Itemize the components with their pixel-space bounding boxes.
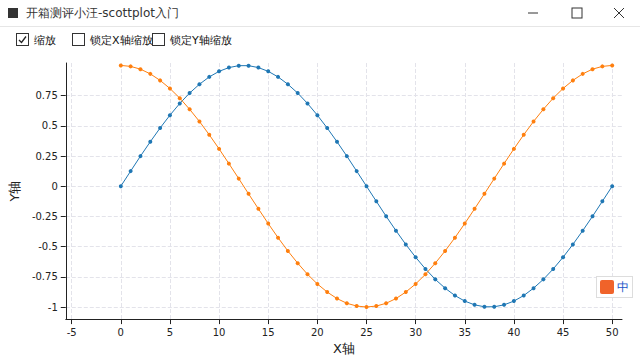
- svg-text:0.75: 0.75: [36, 90, 58, 101]
- svg-text:-1: -1: [48, 302, 58, 313]
- svg-text:-0.5: -0.5: [38, 241, 58, 252]
- html-text:中: 中: [617, 280, 629, 294]
- svg-text:30: 30: [409, 327, 422, 338]
- svg-text:-0.25: -0.25: [32, 211, 58, 222]
- svg-text:0: 0: [51, 181, 57, 192]
- html-text:锁定X轴缩放: 锁定X轴缩放: [90, 34, 153, 47]
- svg-text:35: 35: [458, 327, 471, 338]
- svg-text:0: 0: [118, 327, 124, 338]
- svg-text:0.5: 0.5: [42, 120, 58, 131]
- html-text:锁定Y轴缩放: 锁定Y轴缩放: [170, 34, 232, 47]
- svg-text:Y轴: Y轴: [7, 181, 22, 203]
- html-text:缩放: 缩放: [34, 34, 56, 47]
- svg-text:0.25: 0.25: [36, 151, 58, 162]
- svg-text:45: 45: [557, 327, 570, 338]
- svg-text:-0.75: -0.75: [32, 271, 58, 282]
- html-text:开箱测评小汪-scottplot入门: 开箱测评小汪-scottplot入门: [26, 6, 179, 20]
- svg-text:40: 40: [508, 327, 521, 338]
- svg-text:X轴: X轴: [333, 341, 355, 356]
- svg-text:-5: -5: [67, 327, 77, 338]
- svg-text:5: 5: [167, 327, 173, 338]
- svg-text:50: 50: [606, 327, 619, 338]
- svg-text:10: 10: [213, 327, 226, 338]
- svg-text:15: 15: [262, 327, 275, 338]
- svg-text:25: 25: [360, 327, 373, 338]
- svg-text:20: 20: [311, 327, 324, 338]
